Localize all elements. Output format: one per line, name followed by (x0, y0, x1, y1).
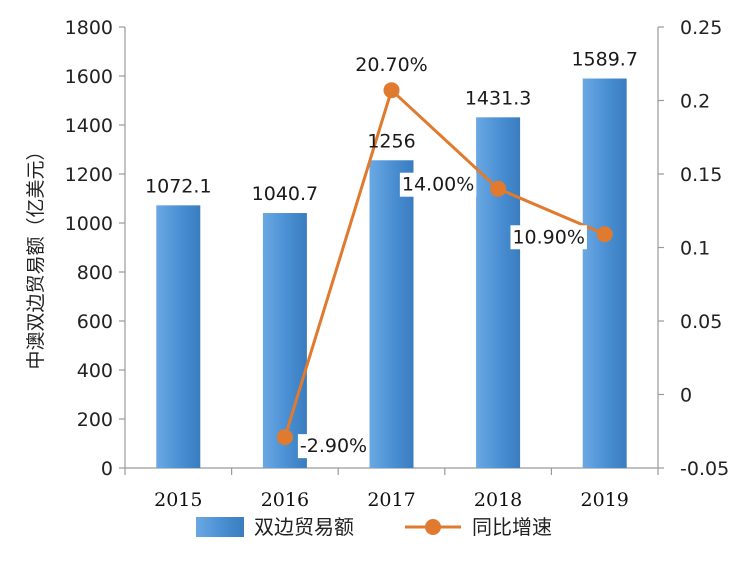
left-tick-label: 600 (77, 311, 113, 333)
legend-line-marker (425, 519, 441, 535)
right-tick-label: 0.2 (680, 91, 710, 113)
right-tick-label: 0 (680, 385, 692, 407)
bar-value-label: 1431.3 (465, 87, 531, 109)
growth-point-2018 (490, 180, 507, 197)
left-tick-label: 0 (101, 458, 113, 480)
legend-bar-swatch (196, 517, 244, 537)
bar-value-label: 1040.7 (252, 183, 318, 205)
growth-value-label: 20.70% (355, 54, 427, 76)
bar-value-label: 1072.1 (145, 175, 211, 197)
left-tick-label: 200 (77, 409, 113, 431)
x-tick-label: 2016 (261, 489, 309, 511)
left-tick-label: 1200 (65, 164, 113, 186)
growth-label-backing (297, 434, 370, 459)
left-tick-label: 1800 (65, 17, 113, 39)
growth-value-label: 10.90% (512, 226, 584, 248)
left-tick-label: 1400 (65, 115, 113, 137)
left-tick-label: 400 (77, 360, 113, 382)
right-tick-label: 0.1 (680, 238, 710, 260)
growth-point-2017 (383, 82, 400, 99)
left-tick-label: 1000 (65, 213, 113, 235)
growth-point-2016 (276, 429, 293, 446)
bar-2017 (369, 160, 414, 468)
x-tick-label: 2019 (581, 489, 629, 511)
growth-line-path (283, 88, 606, 438)
x-tick-label: 2018 (474, 489, 522, 511)
x-tick-label: 2017 (367, 489, 415, 511)
left-tick-label: 1600 (65, 66, 113, 88)
growth-label-backing (510, 225, 587, 250)
right-tick-label: 0.05 (680, 311, 722, 333)
bar-2015 (156, 205, 201, 468)
legend-line-label: 同比增速 (472, 515, 552, 539)
growth-value-label: -2.90% (300, 435, 367, 457)
growth-label-backing (353, 53, 430, 78)
bar-2016 (262, 213, 307, 468)
growth-line (276, 82, 613, 446)
right-tick-label: -0.05 (680, 458, 729, 480)
axes: 0 200 400 600 800 1000 1200 1400 1600 1800 -0.05 0 0… (25, 17, 729, 511)
legend-bar-label: 双边贸易额 (254, 515, 354, 539)
legend: 双边贸易额 同比增速 (196, 515, 552, 539)
left-tick-label: 800 (77, 262, 113, 284)
growth-label-backing (399, 172, 477, 197)
bar-value-label: 1589.7 (571, 49, 637, 71)
growth-point-2019 (596, 226, 613, 243)
bar-value-label: 1256 (367, 130, 415, 152)
bar-2018 (476, 117, 521, 469)
right-tick-label: 0.25 (680, 17, 722, 39)
data-labels: 1072.1 1040.7 1256 1431.3 1589.7 -2.90% 20.70%… (145, 49, 638, 459)
right-tick-label: 0.15 (680, 164, 722, 186)
bars (156, 78, 627, 469)
x-tick-label: 2015 (154, 489, 202, 511)
growth-value-label: 14.00% (402, 174, 474, 196)
bar-2019 (582, 78, 627, 468)
y-axis-title: 中澳双边贸易额（亿美元） (25, 141, 47, 369)
